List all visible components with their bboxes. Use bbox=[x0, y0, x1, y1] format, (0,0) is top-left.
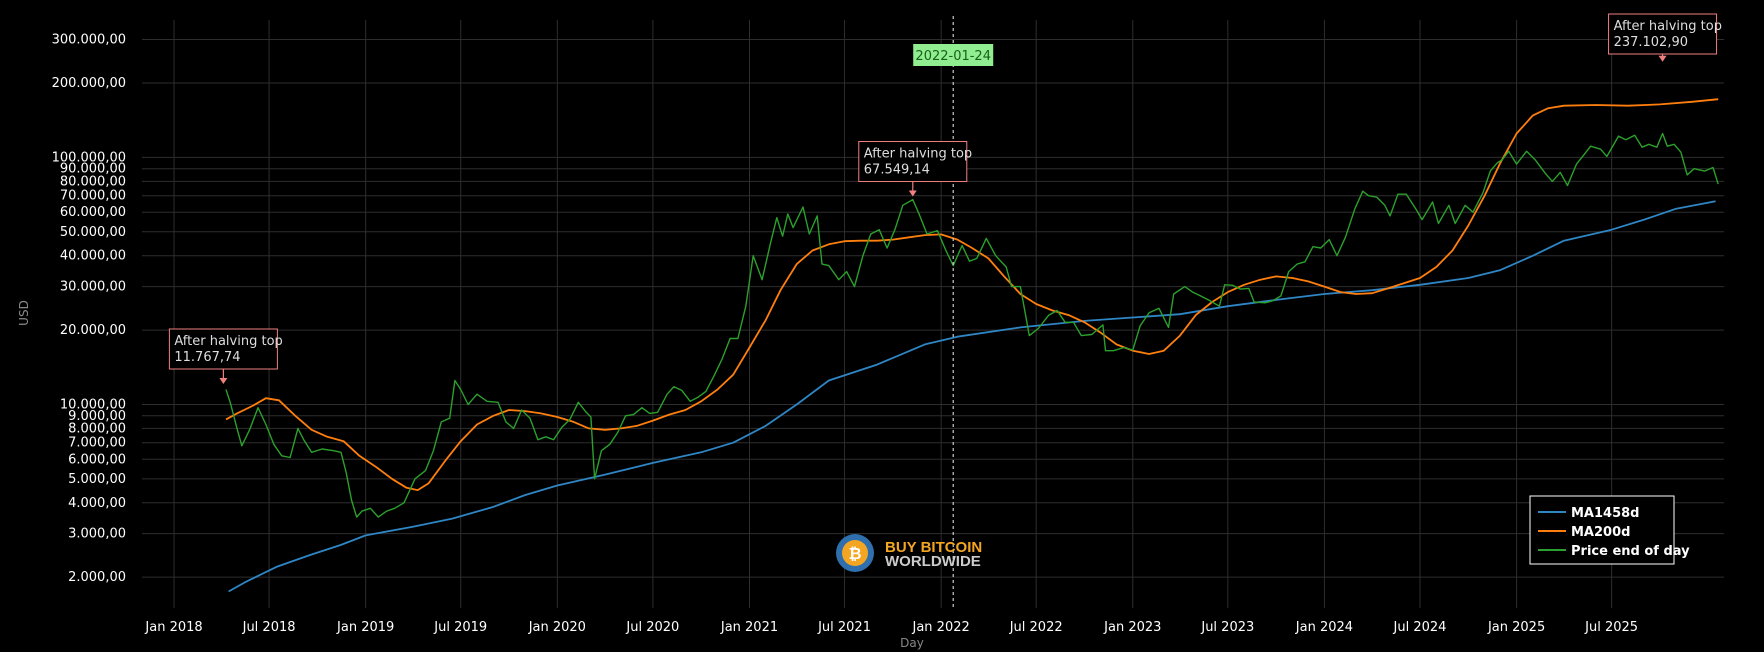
vertical-line-layer: 2022-01-24 bbox=[913, 16, 994, 608]
legend-label-price: Price end of day bbox=[1571, 544, 1690, 559]
y-tick-label-6: 8.000,00 bbox=[68, 421, 126, 436]
y-tick-label-7: 9.000,00 bbox=[68, 409, 126, 424]
y-tick-label-16: 90.000,00 bbox=[60, 162, 126, 177]
y-tick-label-9: 20.000,00 bbox=[60, 323, 126, 338]
x-axis-ticks: Jan 2018 Jul 2018 Jan 2019 Jul 2019 Jan 2020… bbox=[144, 620, 1638, 635]
x-tick-label-12: Jan 2024 bbox=[1295, 620, 1353, 635]
annotation-box-1 bbox=[858, 141, 968, 183]
y-tick-label-18: 200.000,00 bbox=[52, 76, 126, 91]
watermark-logo: ₿ BUY BITCOIN WORLDWIDE bbox=[836, 534, 982, 572]
y-tick-label-19: 300.000,00 bbox=[52, 33, 126, 48]
annotation-arrowhead-0 bbox=[219, 378, 228, 385]
x-tick-label-4: Jan 2020 bbox=[528, 620, 586, 635]
date-marker-label: 2022-01-24 bbox=[915, 49, 991, 64]
x-tick-label-15: Jul 2025 bbox=[1584, 620, 1638, 635]
legend-label-ma200d: MA200d bbox=[1571, 525, 1630, 540]
x-tick-label-6: Jan 2021 bbox=[720, 620, 778, 635]
y-tick-label-3: 5.000,00 bbox=[68, 472, 126, 487]
annotation-text-0-0: After halving top bbox=[174, 334, 282, 349]
y-tick-label-14: 70.000,00 bbox=[60, 189, 126, 204]
legend: MA1458d MA200d Price end of day bbox=[1529, 495, 1690, 565]
annotation-text-2-1: 237.102,90 bbox=[1614, 35, 1688, 50]
x-axis-title: Day bbox=[900, 636, 924, 650]
x-tick-label-0: Jan 2018 bbox=[144, 620, 202, 635]
annotation-arrowhead-1 bbox=[908, 190, 917, 197]
x-tick-label-5: Jul 2020 bbox=[625, 620, 679, 635]
annotation-text-1-1: 67.549,14 bbox=[864, 163, 930, 178]
x-tick-label-14: Jan 2025 bbox=[1487, 620, 1545, 635]
annotation-text-1-0: After halving top bbox=[864, 147, 972, 162]
annotation-box-2 bbox=[1608, 13, 1718, 55]
y-tick-label-1: 3.000,00 bbox=[68, 527, 126, 542]
bitcoin-coin-icon bbox=[842, 540, 868, 566]
y-tick-label-10: 30.000,00 bbox=[60, 280, 126, 295]
x-tick-label-8: Jan 2022 bbox=[912, 620, 970, 635]
legend-label-ma1458d: MA1458d bbox=[1571, 506, 1640, 521]
watermark-line2: WORLDWIDE bbox=[885, 553, 981, 570]
date-marker-label-bg bbox=[913, 44, 994, 66]
y-tick-label-8: 10.000,00 bbox=[60, 397, 126, 412]
x-tick-label-1: Jul 2018 bbox=[242, 620, 296, 635]
x-tick-label-7: Jul 2021 bbox=[817, 620, 871, 635]
x-tick-label-2: Jan 2019 bbox=[336, 620, 394, 635]
series-line-ma1458d bbox=[228, 200, 1716, 593]
y-tick-label-5: 7.000,00 bbox=[68, 436, 126, 451]
y-tick-label-13: 60.000,00 bbox=[60, 205, 126, 220]
y-axis-title: USD bbox=[17, 300, 31, 326]
bitcoin-symbol: ₿ bbox=[848, 545, 861, 563]
y-tick-label-0: 2.000,00 bbox=[68, 570, 126, 585]
annotation-arrowhead-2 bbox=[1658, 55, 1667, 62]
y-tick-label-4: 6.000,00 bbox=[68, 452, 126, 467]
y-tick-label-2: 4.000,00 bbox=[68, 496, 126, 511]
x-tick-label-13: Jul 2024 bbox=[1393, 620, 1447, 635]
x-tick-label-11: Jul 2023 bbox=[1200, 620, 1254, 635]
x-tick-label-9: Jul 2022 bbox=[1009, 620, 1063, 635]
series-line-ma200d bbox=[225, 98, 1719, 491]
series-layer bbox=[225, 98, 1719, 593]
y-tick-label-12: 50.000,00 bbox=[60, 225, 126, 240]
annotation-box-0 bbox=[168, 328, 278, 370]
watermark-line1: BUY BITCOIN bbox=[885, 539, 982, 556]
y-axis-ticks: 2.000,00 3.000,00 4.000,00 5.000,00 6.000,00… bbox=[52, 33, 126, 586]
y-tick-label-17: 100.000,00 bbox=[52, 150, 126, 165]
x-tick-label-3: Jul 2019 bbox=[433, 620, 487, 635]
annotation-text-0-1: 11.767,74 bbox=[174, 350, 240, 365]
annotation-text-2-0: After halving top bbox=[1614, 19, 1722, 34]
y-tick-label-11: 40.000,00 bbox=[60, 249, 126, 264]
series-line-price-end-of-day bbox=[225, 132, 1719, 518]
y-tick-label-15: 80.000,00 bbox=[60, 174, 126, 189]
x-tick-label-10: Jan 2023 bbox=[1103, 620, 1161, 635]
